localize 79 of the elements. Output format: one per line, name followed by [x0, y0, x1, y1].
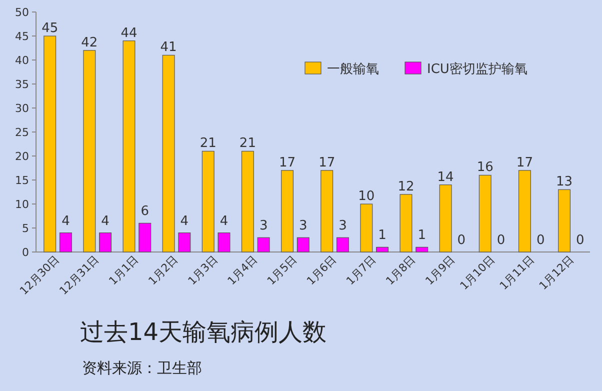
y-tick-label: 40 — [15, 54, 29, 67]
data-label: 6 — [140, 204, 150, 220]
bar — [218, 232, 230, 252]
bar — [241, 150, 254, 252]
text: 过去14天输氧病例人数 — [80, 318, 327, 346]
data-label: 21 — [239, 136, 256, 152]
bar — [416, 246, 428, 252]
x-tick-label: 1月8日 — [383, 252, 418, 288]
y-tick-label: 25 — [15, 126, 29, 139]
bar — [518, 170, 531, 252]
x-tick-label: 1月4日 — [225, 252, 260, 288]
bar — [320, 170, 334, 252]
x-tick-label: 1月10日 — [458, 252, 498, 293]
bar — [162, 54, 175, 252]
bar — [202, 150, 214, 252]
y-tick-label: 50 — [15, 6, 29, 19]
bar — [178, 232, 191, 252]
data-label: 10 — [358, 189, 375, 204]
data-label: 12 — [398, 179, 414, 194]
data-label: 13 — [556, 174, 573, 190]
bar — [558, 189, 571, 252]
data-label: 41 — [160, 40, 177, 56]
x-tick-label: 1月2日 — [146, 252, 181, 288]
data-label: 0 — [536, 233, 545, 248]
x-tick-label: 1月11日 — [497, 252, 537, 293]
data-label: 1 — [378, 228, 386, 244]
y-tick-label: 5 — [22, 222, 29, 235]
y-tick-label: 20 — [15, 150, 29, 163]
legend-label: 一般输氧 — [327, 62, 379, 77]
data-label: 44 — [120, 26, 138, 41]
bar — [138, 222, 152, 252]
y-tick-label: 10 — [15, 198, 29, 211]
data-label: 3 — [299, 218, 308, 234]
data-label: 21 — [200, 136, 216, 152]
x-tick-label: 1月3日 — [186, 252, 220, 288]
data-label: 1 — [418, 228, 426, 244]
bar — [439, 184, 452, 252]
data-label: 3 — [259, 218, 268, 234]
data-label: 4 — [220, 214, 228, 229]
bar — [122, 40, 136, 252]
y-tick-label: 45 — [15, 30, 29, 43]
bar — [59, 232, 72, 252]
data-label: 42 — [81, 35, 98, 50]
data-label: 3 — [338, 218, 347, 234]
y-tick-label: 30 — [15, 102, 29, 115]
bar — [83, 50, 96, 252]
x-tick-label: 1月1日 — [106, 252, 142, 288]
y-tick-label: 35 — [15, 78, 29, 91]
bar — [99, 232, 112, 252]
y-tick-label: 15 — [15, 174, 29, 187]
legend-label: ICU密切监护输氧 — [427, 62, 528, 77]
data-label: 0 — [576, 233, 584, 248]
data-label: 4 — [180, 214, 189, 229]
x-tick-label: 1月5日 — [264, 252, 300, 288]
bar — [400, 194, 412, 252]
data-label: 4 — [62, 214, 70, 229]
bar — [257, 237, 270, 252]
data-label: 17 — [318, 155, 336, 170]
bar — [360, 204, 373, 252]
data-label: 45 — [42, 21, 58, 36]
bar — [281, 170, 294, 252]
data-label: 17 — [516, 155, 533, 170]
data-label: 17 — [279, 155, 296, 170]
x-tick-label: 1月9日 — [422, 252, 458, 288]
data-label: 0 — [496, 233, 506, 248]
x-tick-label: 1月7日 — [344, 252, 378, 288]
bar — [376, 246, 389, 252]
bar — [44, 36, 56, 252]
data-label: 16 — [476, 160, 494, 176]
bar — [336, 237, 349, 252]
data-label: 4 — [101, 214, 110, 229]
bar — [296, 237, 310, 252]
x-tick-label: 1月12日 — [536, 252, 576, 293]
x-tick-label: 1月6日 — [304, 252, 339, 288]
data-label: 14 — [437, 170, 454, 185]
data-label: 0 — [457, 233, 466, 248]
text: 资料来源：卫生部 — [82, 359, 202, 377]
y-tick-label: 0 — [22, 246, 29, 259]
bar — [478, 174, 492, 252]
